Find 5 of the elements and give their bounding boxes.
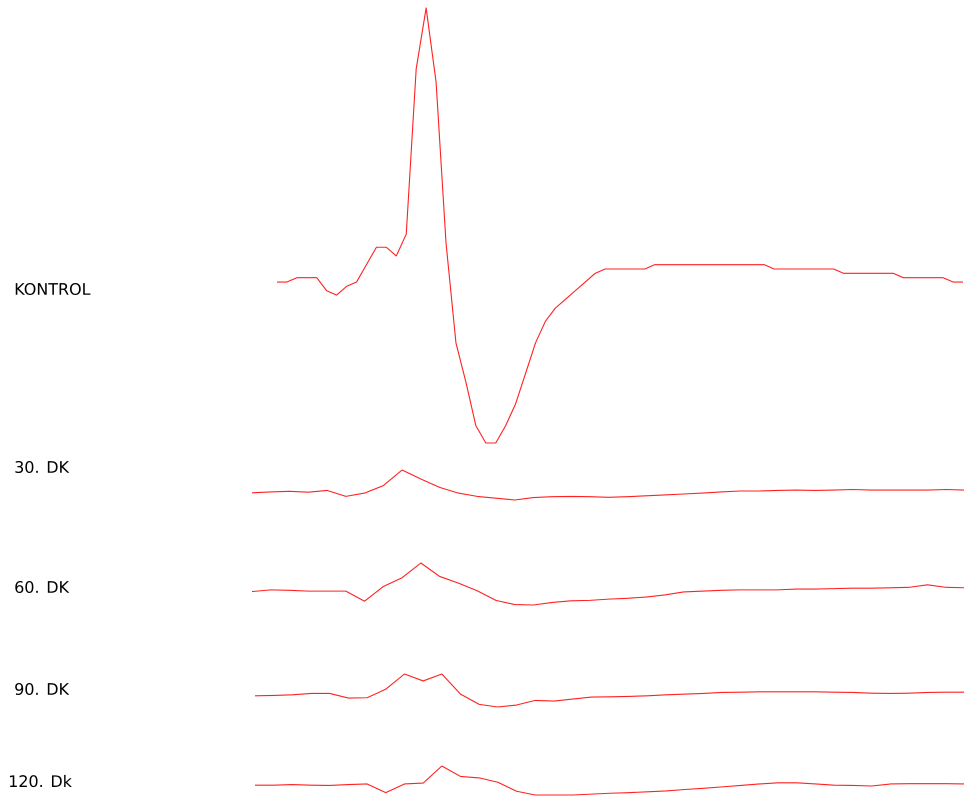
text: 30. DK [15, 460, 70, 474]
text: 120. Dk [10, 774, 72, 788]
text: 90. DK [15, 682, 70, 696]
text: 60. DK [15, 580, 70, 594]
text: KONTROL [16, 282, 90, 296]
